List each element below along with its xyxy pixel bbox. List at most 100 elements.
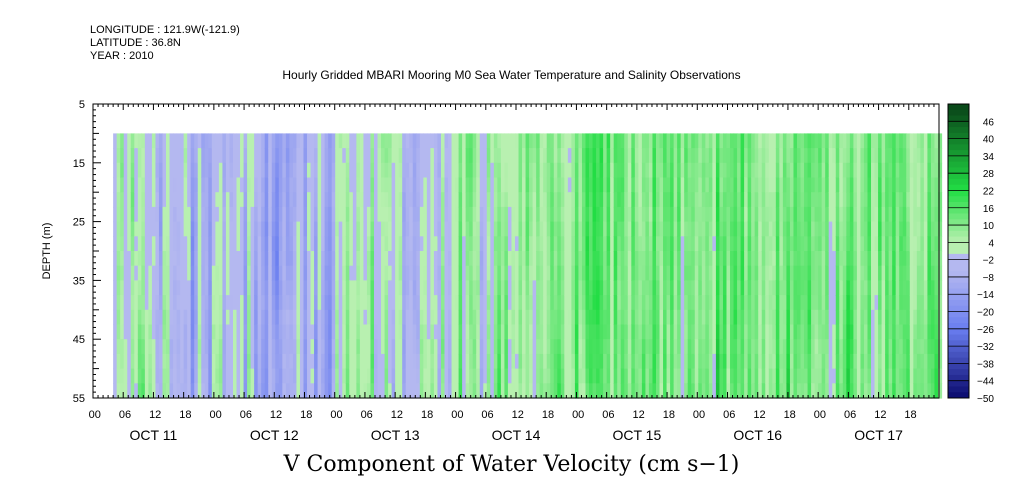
heatmap-cell — [677, 162, 682, 179]
heatmap-cell — [655, 177, 661, 193]
heatmap-cell — [670, 353, 675, 370]
heatmap-cell — [543, 324, 548, 340]
heatmap-cell — [603, 221, 608, 237]
heatmap-cell — [275, 295, 280, 311]
heatmap-cell — [631, 206, 636, 223]
colorbar-swatch — [948, 184, 969, 191]
heatmap-cell — [479, 309, 484, 326]
heatmap-cell — [754, 206, 759, 223]
heatmap-cell — [937, 236, 943, 252]
heatmap-cell — [913, 133, 918, 149]
heatmap-cell — [603, 265, 608, 281]
heatmap-cell — [807, 251, 812, 267]
heatmap-cell — [120, 251, 125, 267]
heatmap-cell — [373, 265, 379, 281]
heatmap-cell — [275, 133, 280, 149]
heatmap-cell — [617, 383, 622, 399]
y-tick-label: 5 — [79, 99, 85, 111]
heatmap-cell — [895, 133, 900, 149]
heatmap-cell — [359, 251, 365, 267]
heatmap-cell — [176, 192, 181, 208]
heatmap-cell — [303, 206, 308, 223]
heatmap-cell — [698, 148, 703, 164]
heatmap-cell — [504, 148, 509, 164]
heatmap-cell — [416, 353, 421, 370]
heatmap-cell — [835, 353, 840, 370]
heatmap-cell — [807, 353, 812, 370]
heatmap-cell — [155, 368, 160, 384]
heatmap-cell — [278, 280, 283, 296]
heatmap-cell — [514, 295, 520, 311]
heatmap-cell — [789, 162, 795, 179]
heatmap-cell — [232, 383, 238, 399]
heatmap-cell — [920, 265, 925, 281]
heatmap-cell — [500, 192, 506, 208]
heatmap-cell — [800, 177, 805, 193]
heatmap-cell — [222, 309, 227, 326]
heatmap-cell — [701, 251, 706, 267]
heatmap-cell — [282, 368, 287, 384]
heatmap-cell — [338, 368, 343, 384]
heatmap-cell — [645, 177, 650, 193]
heatmap-cell — [860, 192, 865, 208]
heatmap-cell — [874, 177, 879, 193]
heatmap-cell — [398, 148, 403, 164]
heatmap-cell — [197, 339, 202, 355]
heatmap-cell — [201, 383, 206, 399]
heatmap-cell — [201, 295, 206, 311]
heatmap-cell — [391, 236, 396, 252]
heatmap-cell — [525, 295, 530, 311]
heatmap-cell — [821, 324, 826, 340]
heatmap-cell — [818, 383, 823, 399]
heatmap-cell — [782, 236, 788, 252]
heatmap-cell — [218, 295, 224, 311]
heatmap-cell — [183, 162, 188, 179]
heatmap-cell — [204, 339, 209, 355]
heatmap-cell — [250, 309, 255, 326]
heatmap-cell — [377, 221, 382, 237]
heatmap-cell — [705, 148, 710, 164]
heatmap-cell — [835, 192, 840, 208]
heatmap-cell — [444, 339, 449, 355]
heatmap-cell — [465, 251, 470, 267]
heatmap-cell — [130, 236, 135, 252]
colorbar-label: −44 — [977, 377, 994, 388]
heatmap-cell — [807, 177, 812, 193]
heatmap-cell — [916, 177, 921, 193]
heatmap-cell — [821, 148, 826, 164]
heatmap-cell — [740, 309, 745, 326]
heatmap-cell — [180, 148, 185, 164]
heatmap-cell — [222, 265, 227, 281]
heatmap-cell — [451, 162, 456, 179]
heatmap-cell — [913, 383, 918, 399]
heatmap-cell — [218, 251, 224, 267]
heatmap-cell — [433, 295, 439, 311]
heatmap-cell — [433, 265, 439, 281]
heatmap-cell — [923, 148, 929, 164]
heatmap-cell — [571, 221, 576, 237]
heatmap-cell — [176, 280, 181, 296]
heatmap-cell — [518, 265, 523, 281]
heatmap-cell — [733, 236, 738, 252]
heatmap-cell — [719, 236, 724, 252]
heatmap-cell — [402, 221, 407, 237]
heatmap-cell — [765, 368, 770, 384]
heatmap-cell — [913, 324, 918, 340]
heatmap-cell — [648, 265, 654, 281]
heatmap-cell — [250, 295, 255, 311]
heatmap-cell — [775, 192, 780, 208]
heatmap-cell — [860, 177, 865, 193]
x-tick-label: 12 — [632, 409, 644, 421]
heatmap-cell — [236, 295, 241, 311]
heatmap-cell — [352, 206, 357, 223]
heatmap-cell — [807, 324, 812, 340]
heatmap-cell — [377, 295, 382, 311]
heatmap-cell — [204, 324, 209, 340]
heatmap-cell — [581, 309, 587, 326]
heatmap-cell — [571, 177, 576, 193]
heatmap-cell — [377, 265, 382, 281]
heatmap-cell — [930, 162, 936, 179]
heatmap-cell — [589, 162, 594, 179]
heatmap-cell — [190, 177, 195, 193]
